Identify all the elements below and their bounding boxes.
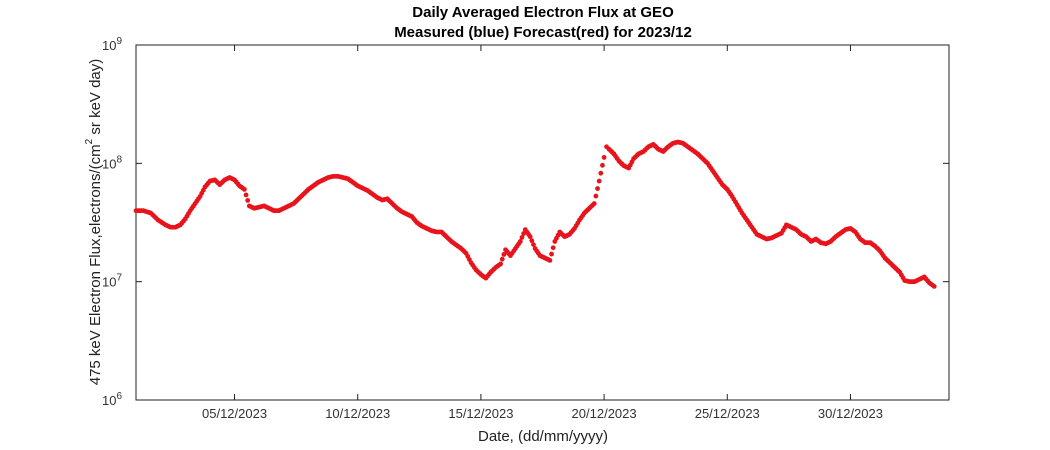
x-tick-label: 15/12/2023 [448, 406, 513, 421]
chart-title-line2: Measured (blue) Forecast(red) for 2023/1… [394, 24, 692, 41]
data-point [531, 242, 536, 247]
data-point [591, 201, 597, 206]
data-point [601, 155, 607, 160]
x-tick-label: 05/12/2023 [202, 406, 267, 421]
x-tick-label: 25/12/2023 [695, 406, 760, 421]
data-point [243, 192, 249, 198]
y-axis-label-rest: sr keV day) [87, 59, 104, 139]
x-axis-label: Date, (dd/mm/yyyy) [478, 428, 608, 445]
data-point [245, 198, 251, 203]
y-tick-label: 106 [102, 391, 122, 408]
y-axis-label: 475 keV Electron Flux,electrons/(cm2 sr … [84, 59, 104, 386]
y-axis-label-sup: 2 [84, 138, 95, 144]
y-tick-label: 108 [102, 154, 122, 171]
data-point [595, 186, 600, 191]
data-point [549, 251, 554, 257]
y-axis-ticks: 106 107 108 109 [102, 36, 949, 408]
y-tick-label: 109 [102, 36, 122, 53]
series-points [133, 139, 937, 289]
y-tick-label: 107 [102, 273, 122, 290]
chart-title-line1: Daily Averaged Electron Flux at GEO [412, 4, 674, 21]
data-point [550, 245, 556, 251]
data-point [517, 239, 523, 244]
data-point [596, 178, 602, 184]
plot-frame [135, 44, 950, 401]
data-point [593, 193, 599, 199]
data-point [600, 162, 605, 168]
y-axis-label-base: 475 keV Electron Flux,electrons/(cm [87, 144, 104, 385]
data-point [598, 170, 604, 176]
data-point [498, 261, 504, 267]
x-axis-ticks: 05/12/2023 10/12/2023 15/12/2023 20/12/2023… [202, 45, 883, 421]
data-point [529, 238, 535, 244]
data-point [527, 234, 533, 240]
x-tick-label: 10/12/2023 [325, 406, 390, 421]
x-tick-label: 30/12/2023 [818, 406, 883, 421]
data-point [499, 256, 505, 262]
x-tick-label: 20/12/2023 [572, 406, 637, 421]
data-point [931, 284, 937, 289]
data-point [501, 252, 507, 257]
data-point [547, 257, 553, 263]
data-point [242, 186, 247, 192]
data-point [519, 235, 525, 240]
